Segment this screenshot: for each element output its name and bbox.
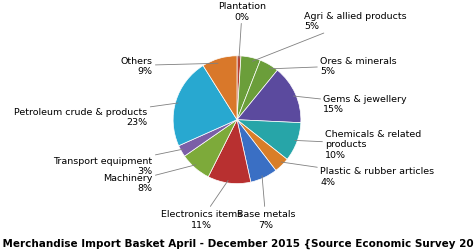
Wedge shape [208,120,251,184]
Wedge shape [237,120,287,171]
Text: Electronics items
11%: Electronics items 11% [161,180,243,229]
Wedge shape [184,120,237,177]
Text: Gems & jewellery
15%: Gems & jewellery 15% [293,95,407,114]
Wedge shape [237,120,301,160]
Text: Plastic & rubber articles
4%: Plastic & rubber articles 4% [281,162,434,186]
Wedge shape [173,66,237,146]
Text: Plantation
0%: Plantation 0% [218,2,266,59]
Text: Petroleum crude & products
23%: Petroleum crude & products 23% [14,104,178,127]
Wedge shape [237,71,301,123]
Text: India's Merchandise Import Basket April - December 2015 {Source Economic Survey : India's Merchandise Import Basket April … [0,238,474,248]
Text: Ores & minerals
5%: Ores & minerals 5% [269,56,397,76]
Wedge shape [237,120,276,182]
Text: Chemicals & related
products
10%: Chemicals & related products 10% [295,130,421,159]
Wedge shape [237,56,241,120]
Wedge shape [203,56,237,120]
Text: Base metals
7%: Base metals 7% [237,176,295,229]
Wedge shape [237,61,277,120]
Text: Machinery
8%: Machinery 8% [103,165,196,192]
Text: Agri & allied products
5%: Agri & allied products 5% [252,12,407,62]
Wedge shape [179,120,237,156]
Text: Others
9%: Others 9% [121,56,218,76]
Wedge shape [237,57,260,120]
Text: Transport equipment
3%: Transport equipment 3% [54,150,183,176]
